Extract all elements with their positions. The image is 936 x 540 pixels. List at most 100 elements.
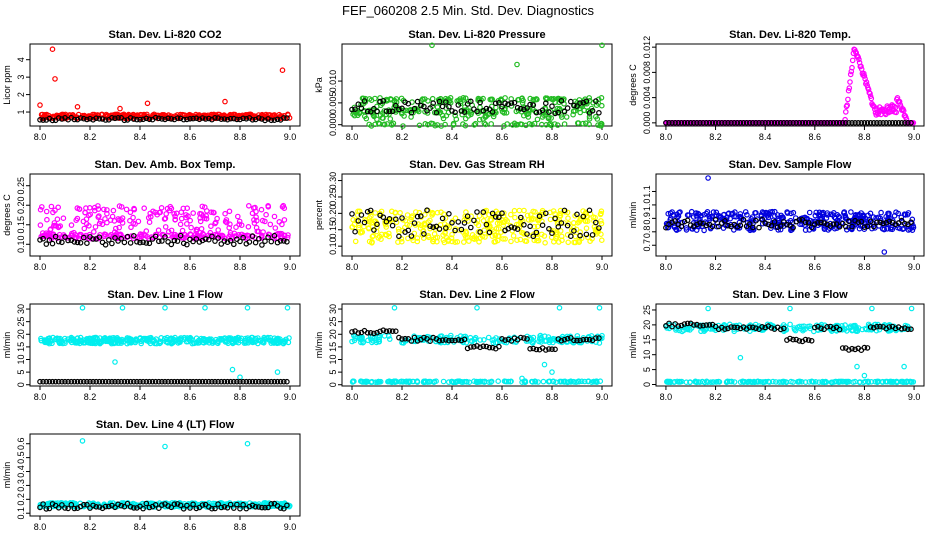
- data-point: [703, 378, 710, 385]
- data-point: [530, 338, 537, 345]
- data-point: [110, 207, 117, 214]
- data-point: [430, 100, 437, 107]
- plot-frame: [29, 43, 301, 127]
- data-point: [392, 210, 399, 216]
- data-point: [592, 219, 599, 226]
- data-point: [106, 378, 112, 385]
- data-point: [127, 209, 134, 216]
- data-point: [386, 216, 393, 222]
- data-point: [180, 240, 187, 247]
- data-point: [212, 115, 218, 121]
- data-point: [268, 338, 274, 344]
- data-point: [77, 240, 84, 246]
- data-point: [355, 330, 362, 336]
- data-point: [790, 120, 796, 126]
- data-point: [275, 337, 281, 344]
- data-point: [751, 378, 757, 385]
- data-point: [849, 223, 855, 230]
- data-point: [824, 323, 831, 330]
- data-point: [252, 239, 259, 246]
- data-point: [209, 378, 215, 385]
- data-point: [737, 325, 744, 332]
- data-point: [737, 120, 744, 126]
- data-point: [892, 104, 899, 111]
- data-point: [519, 100, 526, 106]
- y-tick-label: 1: [16, 110, 26, 115]
- data-point: [746, 324, 753, 331]
- data-point: [196, 378, 203, 385]
- data-point: [185, 338, 191, 345]
- data-point: [240, 234, 246, 241]
- data-point: [709, 223, 716, 230]
- data-point: [355, 224, 362, 231]
- data-point: [102, 335, 108, 342]
- data-point: [411, 220, 418, 226]
- data-point: [663, 224, 669, 231]
- data-point: [254, 340, 261, 347]
- data-point: [184, 205, 191, 212]
- data-point: [854, 363, 860, 370]
- data-point: [669, 323, 675, 330]
- data-point: [162, 224, 169, 230]
- data-point: [364, 108, 371, 115]
- panel-title: Stan. Dev. Li-820 Temp.: [729, 29, 851, 41]
- data-point: [787, 305, 793, 312]
- data-point: [96, 213, 102, 219]
- data-point: [844, 102, 851, 109]
- data-point: [714, 378, 720, 385]
- data-point: [41, 338, 48, 344]
- data-point: [138, 233, 145, 240]
- data-point: [863, 326, 870, 333]
- data-point: [839, 345, 846, 351]
- data-point: [722, 326, 728, 332]
- data-point: [581, 378, 588, 385]
- data-point: [869, 305, 875, 312]
- data-point: [210, 209, 217, 216]
- data-point: [898, 120, 905, 126]
- data-point: [676, 378, 683, 385]
- data-point: [425, 233, 432, 239]
- y-tick-label: 0.7: [642, 239, 652, 252]
- data-point: [81, 225, 88, 232]
- data-point: [280, 115, 287, 121]
- data-point: [759, 327, 765, 334]
- data-point: [501, 378, 508, 385]
- data-point: [712, 217, 719, 223]
- data-point: [678, 223, 685, 230]
- x-tick-label: 8.8: [858, 132, 871, 142]
- data-point: [396, 233, 402, 240]
- data-point: [853, 327, 859, 334]
- data-point: [43, 241, 50, 247]
- data-point: [598, 210, 604, 217]
- data-point: [846, 85, 853, 91]
- data-point: [218, 241, 225, 247]
- data-point: [399, 215, 405, 221]
- data-point: [771, 120, 778, 126]
- x-tick-label: 8.2: [84, 132, 97, 142]
- data-point: [492, 214, 499, 220]
- data-point: [274, 116, 281, 123]
- data-point: [771, 219, 778, 225]
- data-point: [680, 327, 687, 334]
- data-point: [864, 223, 871, 230]
- data-point: [856, 56, 862, 63]
- data-point: [784, 221, 790, 228]
- data-point: [263, 211, 269, 218]
- plot-frame: [29, 303, 301, 387]
- data-point: [280, 202, 287, 209]
- data-point: [492, 100, 499, 107]
- data-point: [172, 217, 178, 223]
- x-tick-label: 8.4: [134, 262, 147, 272]
- data-point: [524, 105, 530, 111]
- data-point: [46, 505, 53, 512]
- y-tick-label: 0.8: [642, 226, 652, 239]
- data-point: [184, 241, 190, 248]
- data-point: [709, 120, 716, 126]
- data-point: [134, 378, 140, 385]
- x-tick-label: 9.0: [284, 132, 297, 142]
- data-point: [171, 501, 178, 508]
- data-point: [879, 378, 886, 385]
- data-point: [874, 219, 880, 226]
- plot-frame: [341, 173, 613, 257]
